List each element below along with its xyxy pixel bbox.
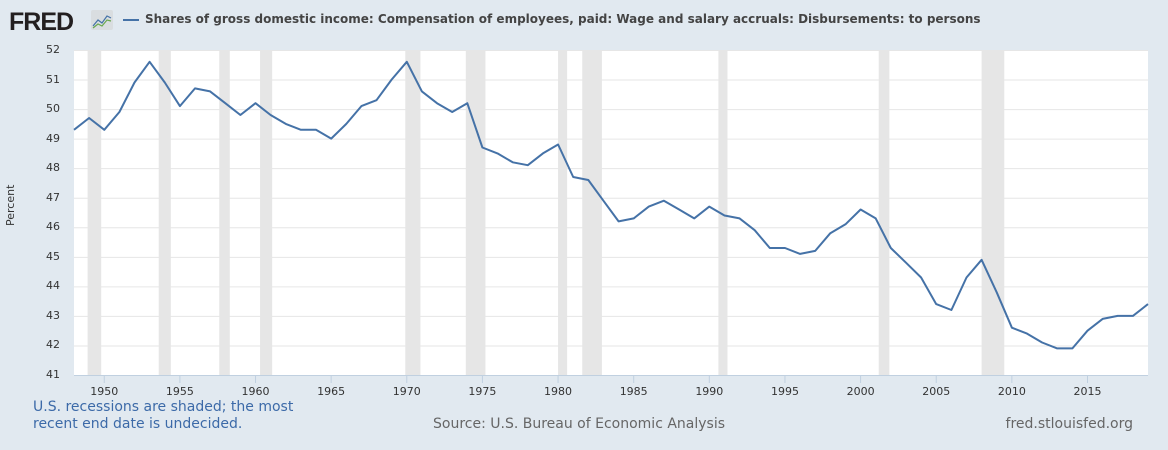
recession-band [465, 50, 486, 375]
recession-band [582, 50, 602, 375]
x-tick-label: 1980 [544, 385, 573, 398]
fred-logo[interactable]: FRED [9, 8, 74, 36]
y-tick-label: 49 [46, 131, 60, 145]
recession-band [878, 50, 890, 375]
recession-note-line2: recent end date is undecided. [33, 416, 243, 432]
source-text: Source: U.S. Bureau of Economic Analysis [433, 416, 726, 432]
recession-band [260, 50, 273, 375]
recession-bands [87, 50, 1005, 375]
recession-band [87, 50, 102, 375]
x-tick-label: 1955 [165, 385, 194, 398]
x-tick-label: 1960 [241, 385, 270, 398]
x-tick-label: 1990 [695, 385, 724, 398]
x-tick-label: 1965 [317, 385, 346, 398]
y-axis-label: Percent [4, 184, 17, 226]
x-tick-marks [103, 375, 1088, 383]
y-tick-label: 50 [46, 102, 60, 116]
x-tick-label: 1975 [468, 385, 497, 398]
recession-note: U.S. recessions are shaded; the most rec… [33, 399, 333, 433]
x-tick-label: 1950 [90, 385, 119, 398]
recession-band [718, 50, 728, 375]
x-tick-label: 2005 [922, 385, 951, 398]
x-tick-label: 1995 [770, 385, 799, 398]
recession-band [219, 50, 230, 375]
x-tick-label: 2010 [997, 385, 1026, 398]
recession-note-line1: U.S. recessions are shaded; the most [33, 399, 294, 415]
y-tick-label: 44 [46, 279, 60, 293]
x-tick-label: 1970 [392, 385, 421, 398]
y-tick-label: 47 [46, 190, 60, 204]
site-link[interactable]: fred.stlouisfed.org [1005, 416, 1133, 432]
y-tick-label: 43 [46, 308, 60, 322]
y-tick-label: 45 [46, 249, 60, 263]
y-tick-label: 41 [46, 368, 60, 381]
recession-band [981, 50, 1005, 375]
recession-band [158, 50, 171, 375]
x-tick-label: 2015 [1073, 385, 1102, 398]
recession-band [405, 50, 421, 375]
y-tick-label: 51 [46, 72, 60, 86]
y-tick-label: 46 [46, 220, 60, 234]
y-tick-label: 48 [46, 161, 60, 175]
y-tick-label: 52 [46, 43, 60, 56]
x-tick-label: 2000 [846, 385, 875, 398]
chart-icon [91, 10, 113, 30]
chart-header: FRED Shares of gross domestic income: Co… [0, 0, 1168, 40]
x-tick-label: 1985 [619, 385, 648, 398]
y-tick-label: 42 [46, 338, 60, 352]
legend-line-icon [123, 19, 139, 21]
data-series-line[interactable] [73, 60, 1149, 350]
gridlines [74, 50, 1148, 347]
chart-title: Shares of gross domestic income: Compens… [145, 12, 981, 26]
recession-band [558, 50, 568, 375]
